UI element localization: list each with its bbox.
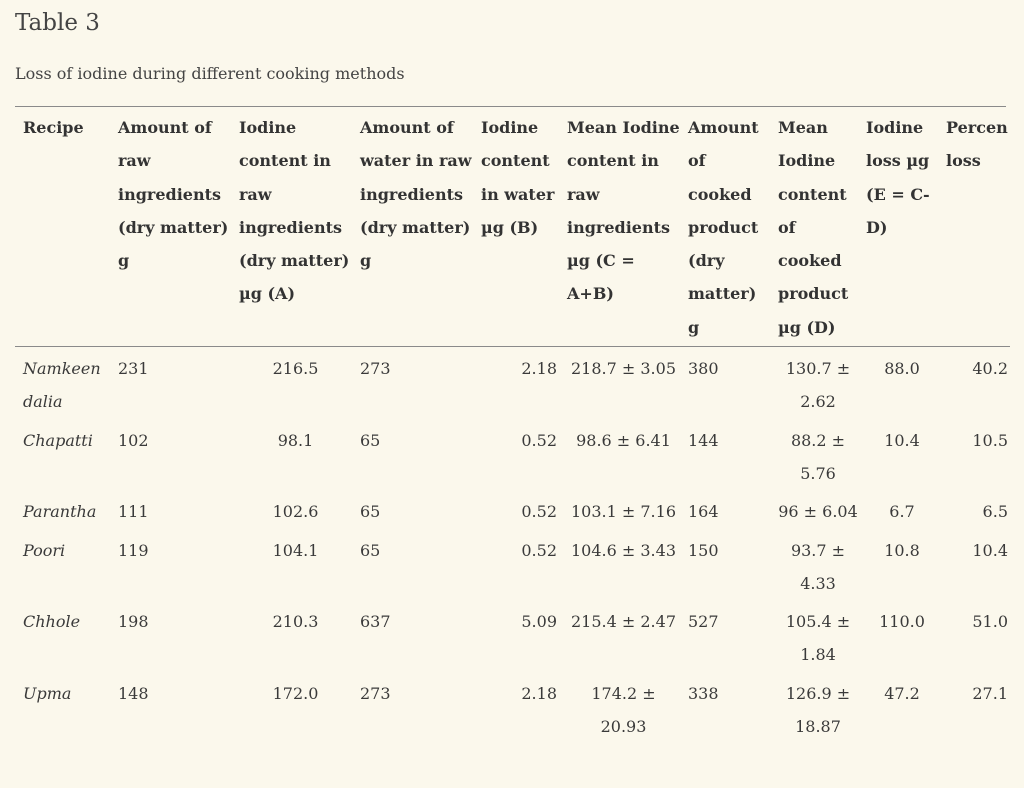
table-cell: 65 <box>360 430 381 450</box>
table-cell: 119 <box>118 540 149 560</box>
table-cell: 338 <box>688 683 719 703</box>
table-top-rule <box>15 106 1006 107</box>
recipe-cell: Upma <box>23 683 72 703</box>
table-cell: 0.52 <box>521 502 557 522</box>
table-cell: 65 <box>360 540 381 560</box>
table-row: Parantha 111 102.6 65 0.52 103.1 ± 7.16 … <box>15 490 1010 528</box>
column-header: Amount of raw ingredients (dry matter) g <box>118 118 229 271</box>
table-cell: 105.4 ± 1.84 <box>785 612 851 665</box>
table-cell: 10.4 <box>972 540 1008 560</box>
table-cell: 126.9 ± 18.87 <box>785 683 851 737</box>
recipe-cell: Poori <box>23 540 66 560</box>
table-cell: 27.1 <box>972 683 1008 703</box>
column-header: Recipe <box>23 118 84 137</box>
table-cell: 527 <box>688 612 719 632</box>
iodine-loss-table: Recipe Amount of raw ingredients (dry ma… <box>15 111 1010 743</box>
table-row: Namkeen dalia 231 216.5 273 2.18 218.7 ±… <box>15 347 1010 419</box>
table-cell: 218.7 ± 3.05 <box>570 359 676 379</box>
table-cell: 164 <box>688 502 719 522</box>
table-cell: 93.7 ± 4.33 <box>790 540 846 593</box>
table-cell: 2.18 <box>521 683 557 703</box>
table-cell: 0.52 <box>521 540 557 560</box>
table-cell: 6.5 <box>982 502 1008 522</box>
table-cell: 380 <box>688 359 719 379</box>
table-cell: 198 <box>118 612 149 632</box>
table-cell: 102 <box>118 430 149 450</box>
column-header: Iodine content in raw ingredients (dry m… <box>239 118 350 304</box>
table-cell: 65 <box>360 502 381 522</box>
table-row: Poori 119 104.1 65 0.52 104.6 ± 3.43 150… <box>15 529 1010 601</box>
table-cell: 273 <box>360 359 391 379</box>
table-cell: 215.4 ± 2.47 <box>570 612 676 632</box>
table-cell: 88.2 ± 5.76 <box>790 430 846 483</box>
table-cell: 637 <box>360 612 391 632</box>
table-cell: 47.2 <box>884 683 920 703</box>
recipe-cell: Chhole <box>23 612 81 632</box>
table-cell: 111 <box>118 502 149 522</box>
table-cell: 10.4 <box>884 430 920 450</box>
table-cell: 216.5 <box>272 359 319 379</box>
table-cell: 150 <box>688 540 719 560</box>
table-cell: 40.2 <box>972 359 1008 379</box>
table-row: Upma 148 172.0 273 2.18 174.2 ± 20.93 33… <box>15 672 1010 744</box>
table-cell: 174.2 ± 20.93 <box>591 683 656 737</box>
table-cell: 6.7 <box>889 502 915 522</box>
table-header-row: Recipe Amount of raw ingredients (dry ma… <box>15 111 1010 347</box>
table-cell: 144 <box>688 430 719 450</box>
table-cell: 148 <box>118 683 149 703</box>
table-cell: 102.6 <box>272 502 319 522</box>
table-cell: 2.18 <box>521 359 557 379</box>
column-header: Mean Iodine content in raw ingredients µ… <box>567 118 680 304</box>
table-cell: 104.1 <box>272 540 319 560</box>
table-cell: 103.1 ± 7.16 <box>570 502 676 522</box>
table-cell: 231 <box>118 359 149 379</box>
column-header: Iodine loss µg (E = C-D) <box>866 118 930 237</box>
table-cell: 130.7 ± 2.62 <box>785 359 851 412</box>
table-cell: 51.0 <box>972 612 1008 632</box>
table-row: Chapatti 102 98.1 65 0.52 98.6 ± 6.41 14… <box>15 419 1010 491</box>
table-cell: 98.1 <box>277 430 314 450</box>
table-cell: 172.0 <box>272 683 319 703</box>
table-cell: 88.0 <box>884 359 920 379</box>
table-caption: Loss of iodine during different cooking … <box>15 64 405 83</box>
table-cell: 98.6 ± 6.41 <box>576 430 671 450</box>
table-cell: 96 ± 6.04 <box>778 502 858 522</box>
column-header: Amount of water in raw ingredients (dry … <box>360 118 472 271</box>
recipe-cell: Chapatti <box>23 430 93 450</box>
table-cell: 110.0 <box>879 612 925 632</box>
table-cell: 10.8 <box>884 540 920 560</box>
table-cell: 104.6 ± 3.43 <box>570 540 676 560</box>
recipe-cell: Parantha <box>23 502 97 522</box>
column-header: Percen loss <box>946 118 1008 171</box>
column-header: Iodine content in water µg (B) <box>481 118 555 237</box>
recipe-cell: Namkeen dalia <box>23 359 101 412</box>
column-header: Amount of cooked product (dry matter) g <box>688 118 759 337</box>
table-cell: 5.09 <box>521 612 557 632</box>
table-title: Table 3 <box>15 10 100 36</box>
table-cell: 10.5 <box>972 430 1008 450</box>
table-cell: 210.3 <box>272 612 319 632</box>
table-cell: 273 <box>360 683 391 703</box>
table-cell: 0.52 <box>521 430 557 450</box>
column-header: Mean Iodine content of cooked product µg… <box>778 118 849 337</box>
table-row: Chhole 198 210.3 637 5.09 215.4 ± 2.47 5… <box>15 600 1010 672</box>
